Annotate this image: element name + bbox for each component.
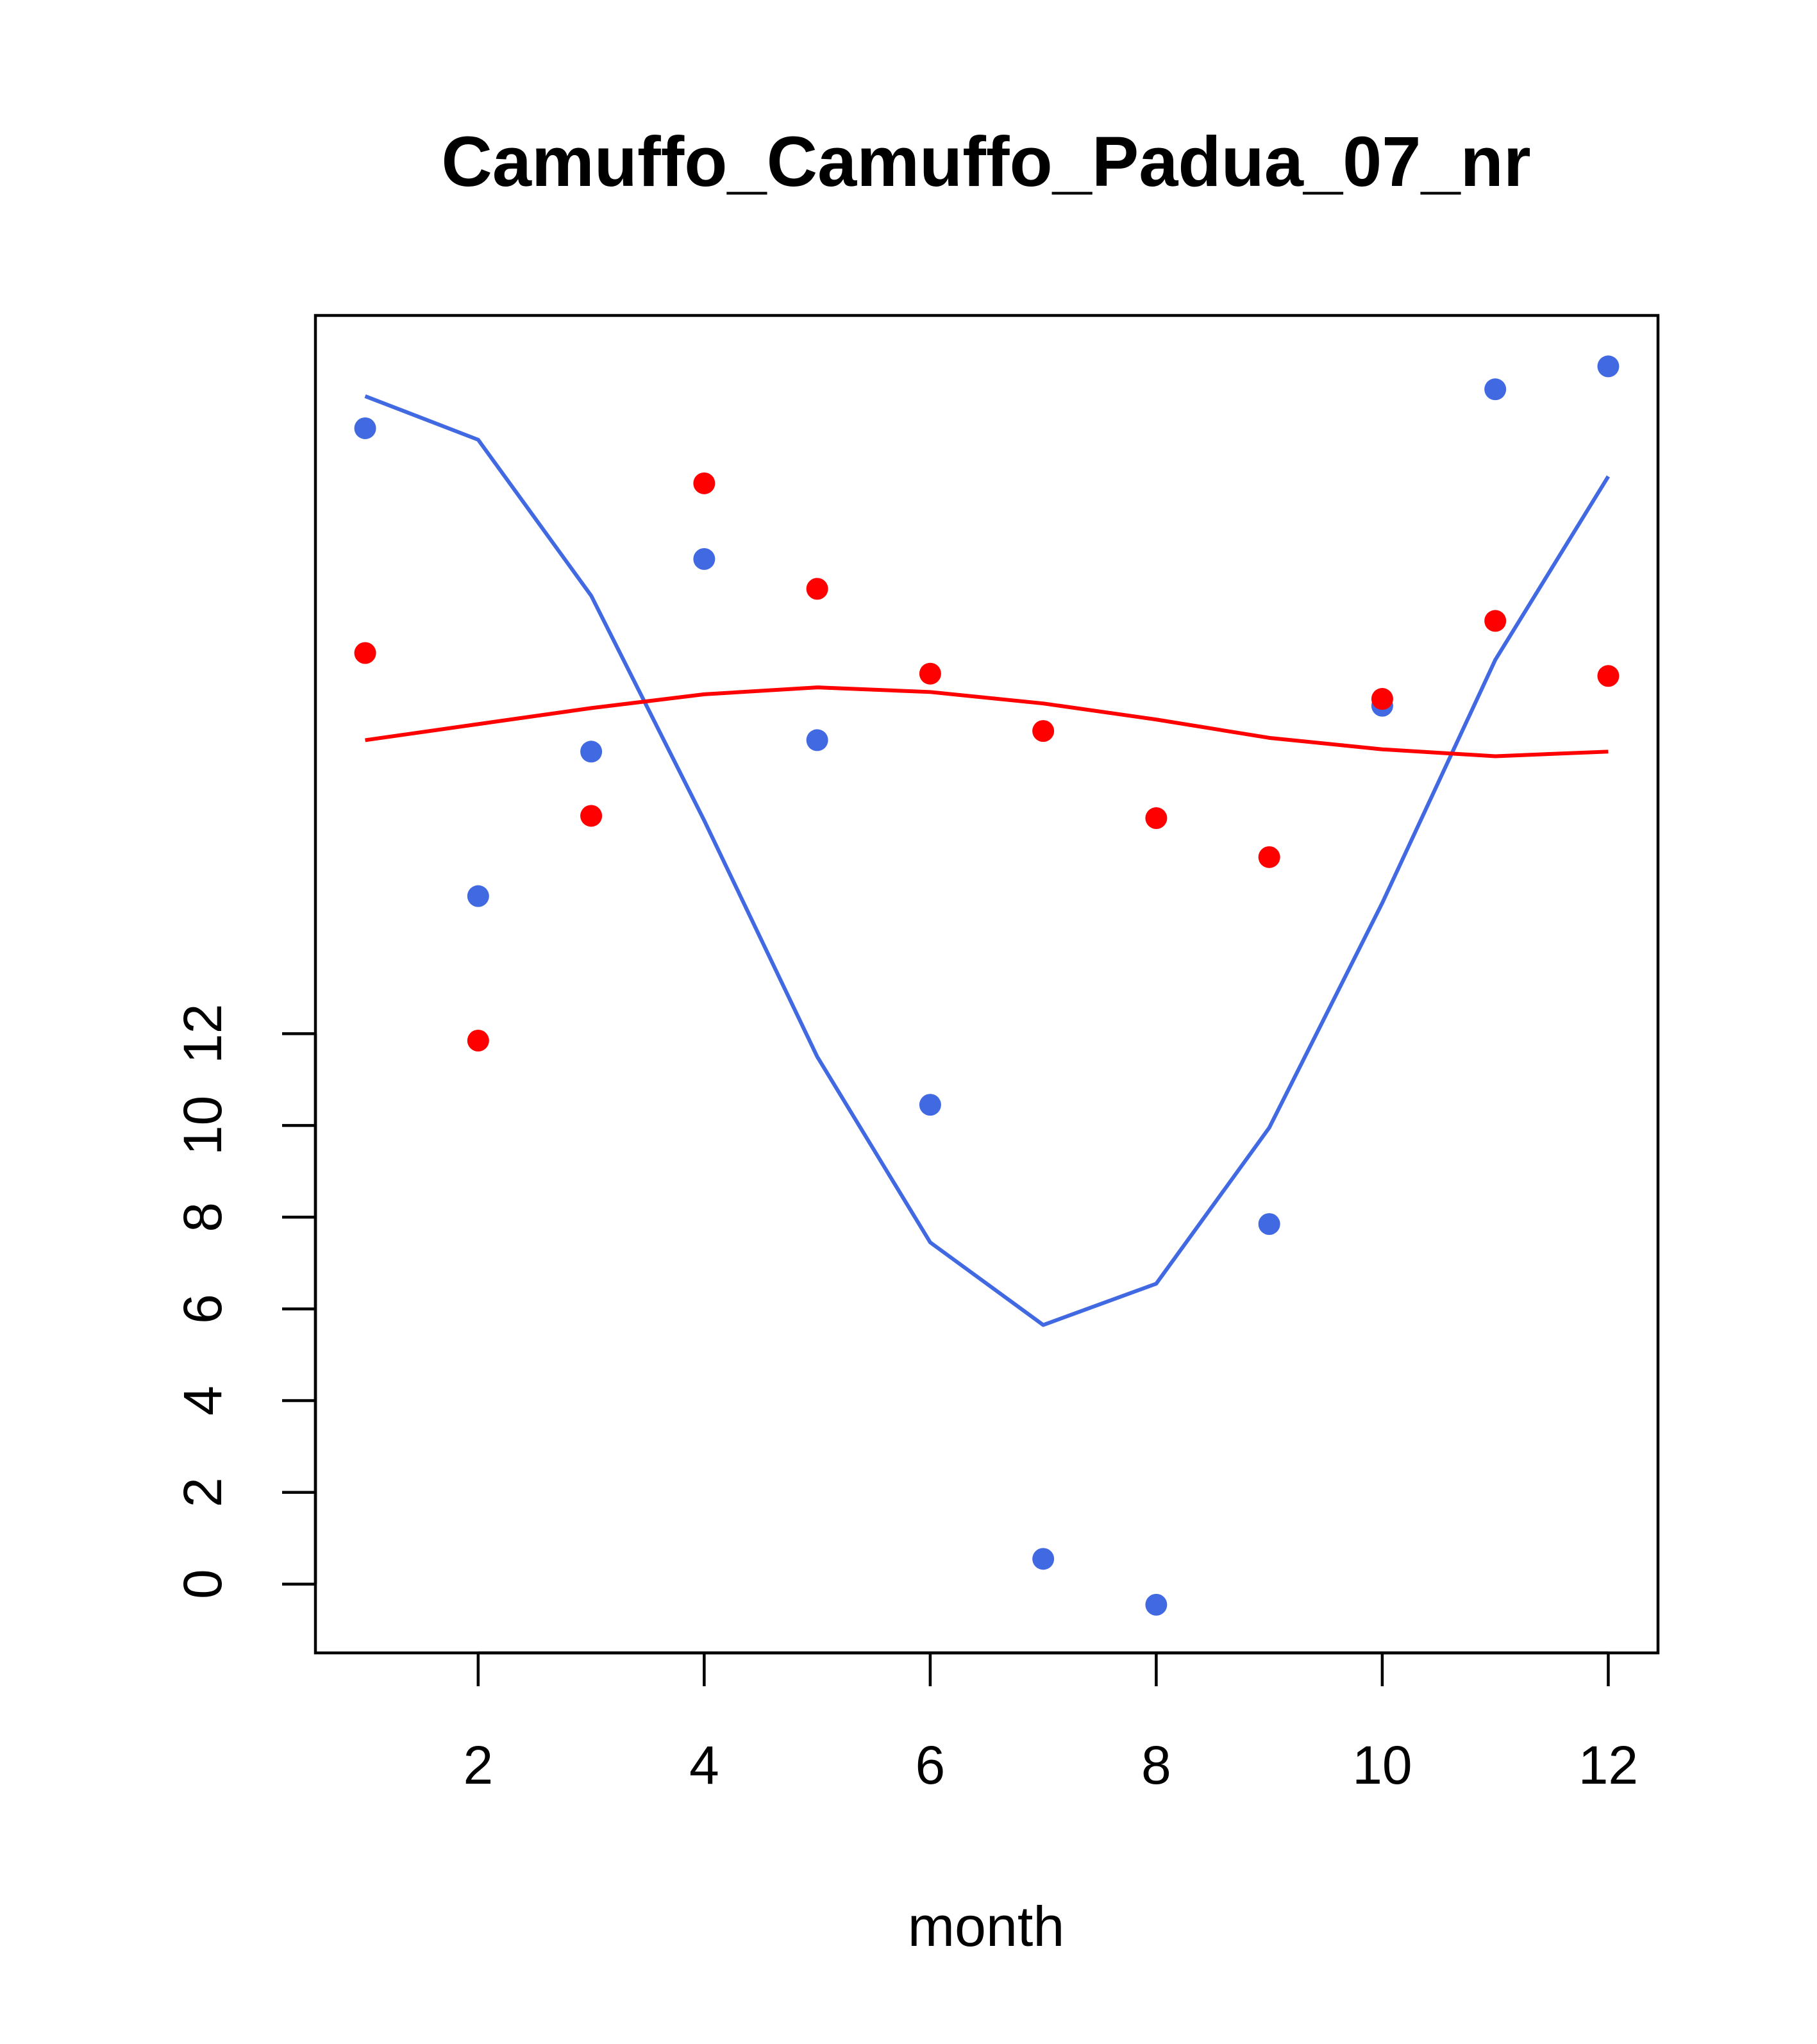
- red-points-point-12: [1597, 665, 1620, 687]
- y-tick-label-4: 4: [172, 1386, 233, 1416]
- blue-points-point-7: [1032, 1548, 1055, 1570]
- y-tick-label-8: 8: [172, 1202, 233, 1232]
- blue-points-point-3: [580, 741, 603, 763]
- y-tick-label-10: 10: [172, 1096, 233, 1155]
- red-points-point-11: [1484, 610, 1507, 632]
- blue-points-point-12: [1597, 355, 1620, 378]
- blue-points-point-8: [1145, 1593, 1168, 1616]
- red-points-point-9: [1258, 846, 1280, 868]
- red-points-point-2: [467, 1029, 489, 1051]
- red-points-point-5: [806, 578, 828, 600]
- y-tick-label-12: 12: [172, 1004, 233, 1064]
- x-tick-label-2: 2: [463, 1735, 493, 1795]
- red-points-point-1: [354, 642, 376, 664]
- y-tick-label-0: 0: [172, 1569, 233, 1599]
- y-axis: 0 2 4 6 8 10 12: [172, 1004, 317, 1599]
- y-tick-label-6: 6: [172, 1294, 233, 1324]
- blue-points-point-4: [693, 548, 716, 570]
- blue-points-point-5: [806, 729, 828, 751]
- red-points-point-6: [919, 662, 941, 685]
- blue-points-point-11: [1484, 378, 1507, 401]
- red-points-point-10: [1371, 688, 1393, 710]
- series-points: [354, 355, 1620, 1616]
- x-tick-label-8: 8: [1141, 1735, 1171, 1795]
- blue-points-point-1: [354, 417, 376, 439]
- x-tick-label-6: 6: [916, 1735, 946, 1795]
- x-tick-label-10: 10: [1352, 1735, 1412, 1795]
- y-tick-label-2: 2: [172, 1477, 233, 1507]
- blue-points-point-2: [467, 885, 489, 907]
- red-points-point-4: [693, 472, 716, 494]
- red-line: [365, 685, 1609, 758]
- x-tick-label-4: 4: [689, 1735, 719, 1795]
- series-lines: [364, 394, 1610, 1327]
- x-axis-label: month: [908, 1895, 1065, 1958]
- chart-title: Camuffo_Camuffo_Padua_07_nr: [441, 122, 1530, 201]
- x-axis: 2 4 6 8 10 12: [463, 1651, 1638, 1795]
- blue-points-point-9: [1258, 1213, 1280, 1236]
- blue-points-point-6: [919, 1094, 941, 1116]
- red-points-point-3: [580, 805, 603, 827]
- red-points-point-8: [1145, 807, 1168, 830]
- red-points-point-7: [1032, 720, 1055, 742]
- x-tick-label-12: 12: [1578, 1735, 1638, 1795]
- blue-line: [364, 394, 1610, 1327]
